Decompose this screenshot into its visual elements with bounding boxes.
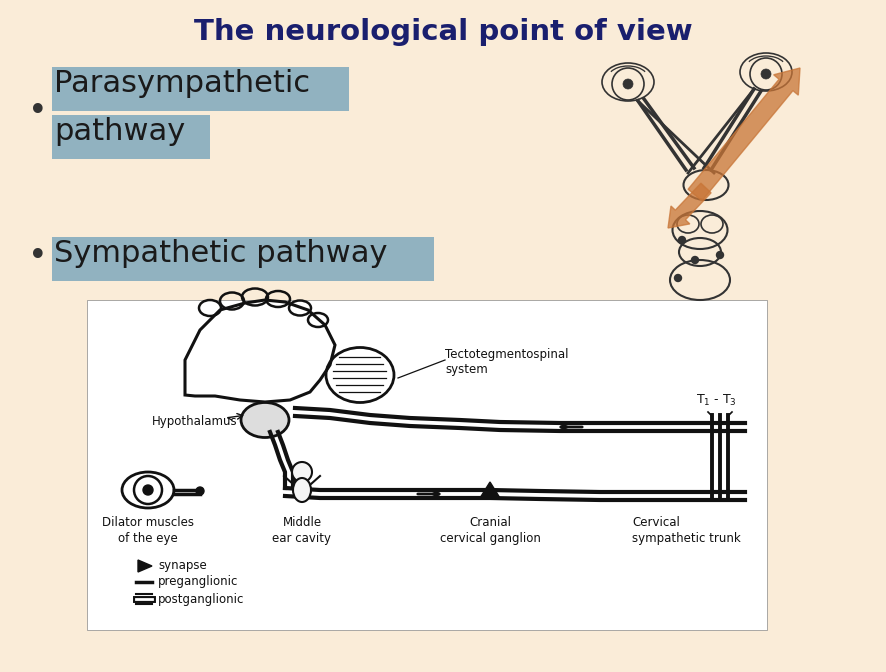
FancyArrow shape xyxy=(688,68,800,201)
Polygon shape xyxy=(138,560,152,572)
Text: Sympathetic pathway: Sympathetic pathway xyxy=(54,239,387,268)
Ellipse shape xyxy=(293,478,311,502)
Text: preganglionic: preganglionic xyxy=(158,575,238,589)
Text: Tectotegmentospinal
system: Tectotegmentospinal system xyxy=(445,348,569,376)
Circle shape xyxy=(717,251,724,259)
Text: pathway: pathway xyxy=(54,117,185,146)
Circle shape xyxy=(623,79,633,89)
Circle shape xyxy=(196,487,204,495)
Text: synapse: synapse xyxy=(158,560,206,573)
Text: •: • xyxy=(28,95,48,128)
Circle shape xyxy=(143,485,153,495)
Text: postganglionic: postganglionic xyxy=(158,593,245,605)
FancyBboxPatch shape xyxy=(87,300,767,630)
Text: Cranial
cervical ganglion: Cranial cervical ganglion xyxy=(439,516,540,545)
FancyBboxPatch shape xyxy=(52,115,210,159)
Text: •: • xyxy=(28,240,48,273)
Circle shape xyxy=(679,237,686,243)
Circle shape xyxy=(674,274,681,282)
FancyBboxPatch shape xyxy=(52,67,349,111)
Text: Cervical
sympathetic trunk: Cervical sympathetic trunk xyxy=(632,516,741,545)
Text: The neurological point of view: The neurological point of view xyxy=(194,18,692,46)
FancyArrow shape xyxy=(668,183,711,228)
Polygon shape xyxy=(480,482,500,498)
Circle shape xyxy=(292,462,312,482)
Text: Parasympathetic: Parasympathetic xyxy=(54,69,310,98)
Circle shape xyxy=(761,69,771,79)
FancyBboxPatch shape xyxy=(52,237,434,281)
Text: Dilator muscles
of the eye: Dilator muscles of the eye xyxy=(102,516,194,545)
Text: Hypothalamus: Hypothalamus xyxy=(152,415,237,428)
Text: Middle
ear cavity: Middle ear cavity xyxy=(273,516,331,545)
Text: T$_1$ - T$_3$: T$_1$ - T$_3$ xyxy=(696,393,736,408)
Ellipse shape xyxy=(241,403,289,437)
Circle shape xyxy=(691,257,698,263)
